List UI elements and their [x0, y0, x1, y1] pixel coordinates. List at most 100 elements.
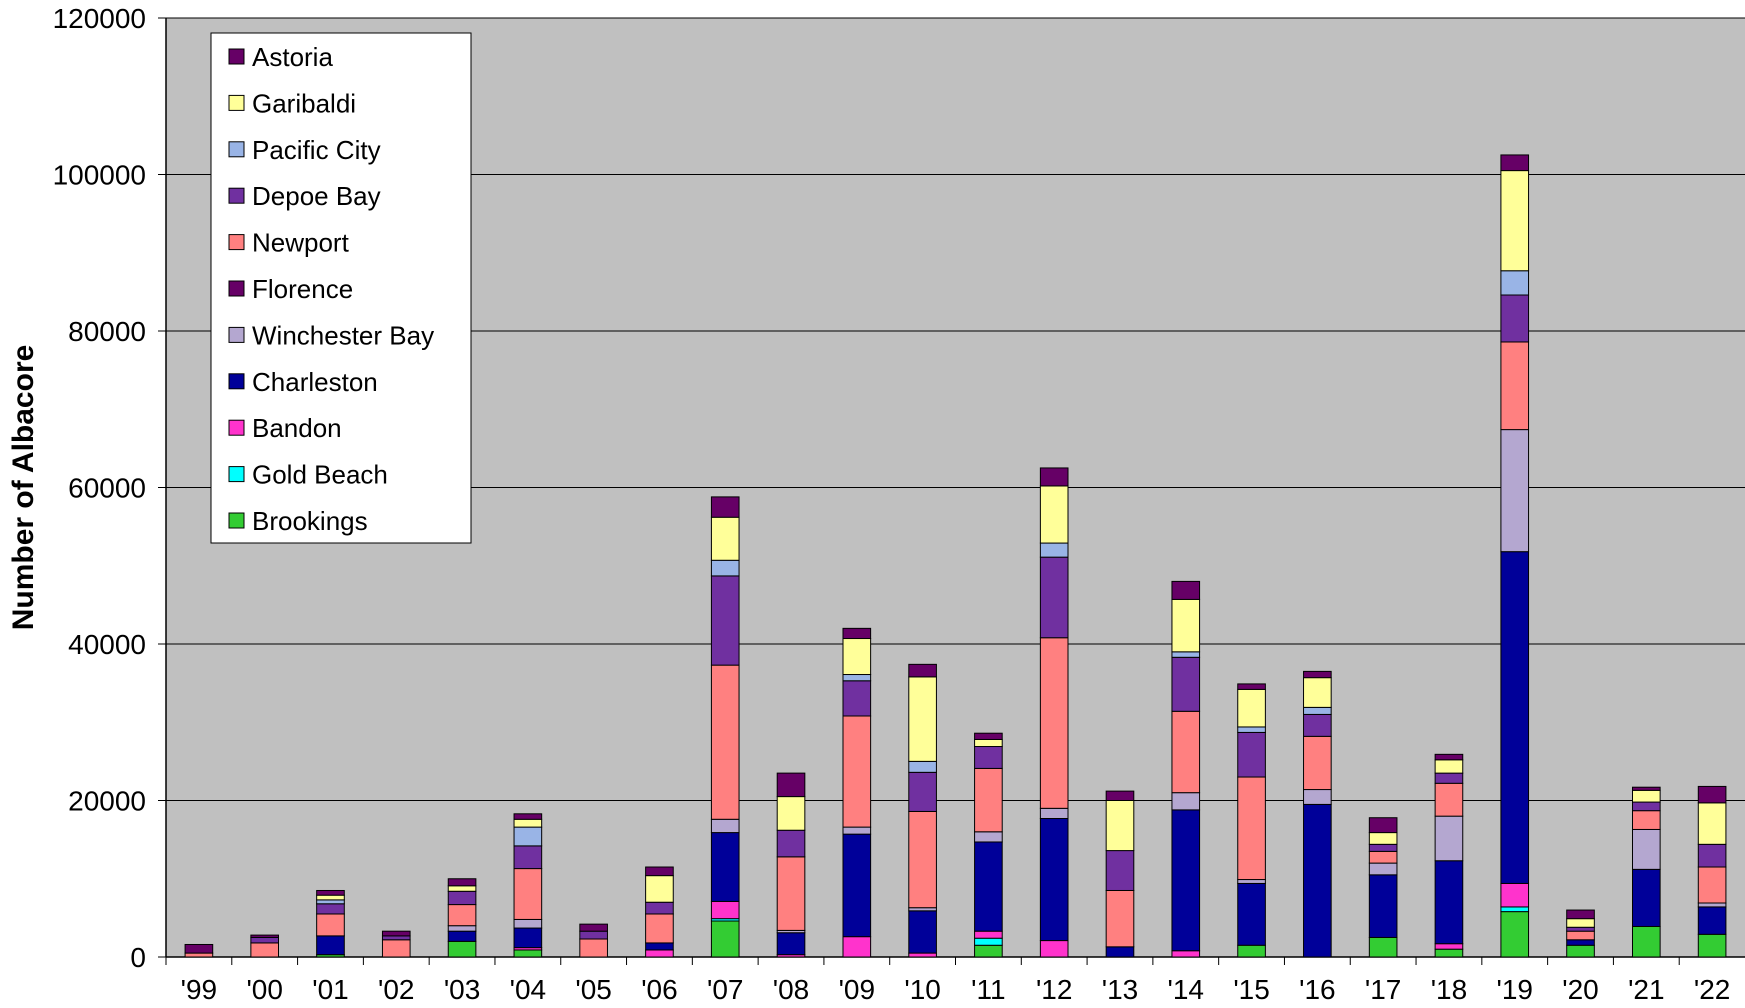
- y-tick-label: 60000: [68, 473, 146, 504]
- bar-segment-charleston: [316, 935, 345, 956]
- bar-segment-depoe-bay: [710, 575, 740, 666]
- legend-swatch: [228, 141, 245, 158]
- bar-segment-brookings: [1500, 911, 1530, 958]
- bar-segment-pacific-city: [1171, 651, 1201, 658]
- legend-swatch: [228, 373, 245, 390]
- bar-segment-charleston: [1434, 860, 1464, 945]
- bar-segment-depoe-bay: [842, 680, 872, 717]
- x-tick-label: '16: [1299, 974, 1336, 1005]
- x-tick-label: '17: [1365, 974, 1402, 1005]
- x-tick-label: '20: [1562, 974, 1599, 1005]
- bar-segment-newport: [513, 868, 543, 920]
- bar-segment-garibaldi: [645, 875, 674, 903]
- bar-segment-garibaldi: [1631, 789, 1661, 803]
- bar-segment-charleston: [513, 927, 543, 949]
- legend-label: Winchester Bay: [252, 320, 434, 350]
- y-axis-title: Number of Albacore: [7, 345, 40, 631]
- bar-segment-depoe-bay: [645, 901, 674, 915]
- bar-segment-pacific-city: [1303, 706, 1332, 715]
- x-tick-label: '06: [641, 974, 678, 1005]
- legend-label: Bandon: [252, 413, 342, 443]
- bar-segment-newport: [1697, 866, 1727, 904]
- bar-segment-newport: [1105, 889, 1135, 948]
- bar-segment-newport: [645, 913, 674, 944]
- bar-segment-depoe-bay: [776, 829, 806, 858]
- bar-segment-newport: [316, 913, 345, 937]
- bar-segment-garibaldi: [908, 676, 937, 762]
- bar-segment-newport: [1237, 776, 1266, 881]
- bar-segment-charleston: [1368, 874, 1398, 938]
- legend: Astoria Garibaldi Pacific City Depoe Bay New…: [210, 32, 472, 544]
- bar-segment-bandon: [974, 930, 1003, 939]
- bar-segment-depoe-bay: [908, 771, 937, 812]
- x-tick-label: '12: [1036, 974, 1073, 1005]
- bar-segment-garibaldi: [1697, 802, 1727, 845]
- bar-segment-newport: [974, 767, 1003, 833]
- bar-segment-winchester-bay: [842, 826, 872, 835]
- bar-segment-depoe-bay: [1631, 801, 1661, 812]
- bar-segment-garibaldi: [447, 885, 477, 892]
- bar-segment-garibaldi: [1368, 832, 1398, 845]
- bar-segment-winchester-bay: [1697, 902, 1727, 908]
- x-tick-label: '10: [904, 974, 941, 1005]
- bar-segment-brookings: [447, 940, 477, 958]
- bar-segment-newport: [776, 856, 806, 931]
- bar-segment-winchester-bay: [1500, 429, 1530, 553]
- legend-label: Pacific City: [252, 135, 381, 165]
- bar-segment-brookings: [1368, 936, 1398, 958]
- bar-segment-depoe-bay: [381, 935, 411, 941]
- x-tick-label: '03: [444, 974, 481, 1005]
- bar-segment-pacific-city: [908, 760, 937, 773]
- legend-label: Brookings: [252, 506, 368, 536]
- bar-segment-pacific-city: [316, 899, 345, 905]
- bar-segment-charleston: [974, 841, 1003, 932]
- bar-segment-pacific-city: [1237, 726, 1266, 733]
- bar-segment-astoria: [250, 934, 280, 938]
- bar-segment-astoria: [1171, 580, 1201, 600]
- bar-segment-newport: [842, 715, 872, 828]
- bar-segment-newport: [1039, 637, 1069, 809]
- bar-segment-garibaldi: [1566, 918, 1595, 928]
- bar-segment-newport: [579, 938, 608, 958]
- bar-segment-depoe-bay: [1105, 850, 1135, 891]
- bar-segment-brookings: [710, 920, 740, 958]
- legend-label: Astoria: [252, 42, 333, 72]
- bar-segment-bandon: [710, 900, 740, 920]
- bar-segment-depoe-bay: [316, 903, 345, 915]
- bar-segment-brookings: [1697, 933, 1727, 958]
- bar-segment-brookings: [1631, 925, 1661, 958]
- bar-segment-astoria: [513, 813, 543, 820]
- legend-swatch: [228, 187, 245, 204]
- bar-segment-garibaldi: [316, 894, 345, 901]
- bar-segment-newport: [710, 664, 740, 820]
- bar-segment-depoe-bay: [1237, 731, 1266, 778]
- bar-segment-depoe-bay: [1368, 843, 1398, 852]
- y-tick-label: 100000: [53, 160, 146, 191]
- bar-segment-astoria: [1368, 817, 1398, 834]
- y-tick-label: 20000: [68, 786, 146, 817]
- bar-segment-astoria: [184, 943, 214, 954]
- legend-label: Depoe Bay: [252, 181, 381, 211]
- bar-segment-brookings: [1434, 948, 1464, 958]
- bar-segment-bandon: [645, 949, 674, 958]
- bar-segment-newport: [1368, 850, 1398, 864]
- bar-segment-newport: [250, 942, 280, 958]
- x-tick-label: '08: [773, 974, 810, 1005]
- bar-segment-astoria: [776, 772, 806, 798]
- bar-segment-brookings: [1566, 944, 1595, 958]
- x-tick-label: '13: [1102, 974, 1139, 1005]
- bar-segment-garibaldi: [1434, 759, 1464, 774]
- bar-segment-astoria: [1697, 785, 1727, 804]
- legend-swatch: [228, 280, 245, 297]
- x-tick-label: '01: [312, 974, 349, 1005]
- bar-segment-garibaldi: [1237, 688, 1266, 728]
- bar-segment-depoe-bay: [1434, 772, 1464, 784]
- bar-segment-astoria: [1303, 670, 1332, 679]
- bar-segment-depoe-bay: [250, 936, 280, 944]
- bar-segment-winchester-bay: [1368, 862, 1398, 876]
- bar-segment-gold-beach: [974, 937, 1003, 946]
- bar-segment-astoria: [1631, 786, 1661, 791]
- y-tick-label: 80000: [68, 316, 146, 347]
- bar-segment-astoria: [1105, 790, 1135, 801]
- bar-segment-pacific-city: [842, 674, 872, 682]
